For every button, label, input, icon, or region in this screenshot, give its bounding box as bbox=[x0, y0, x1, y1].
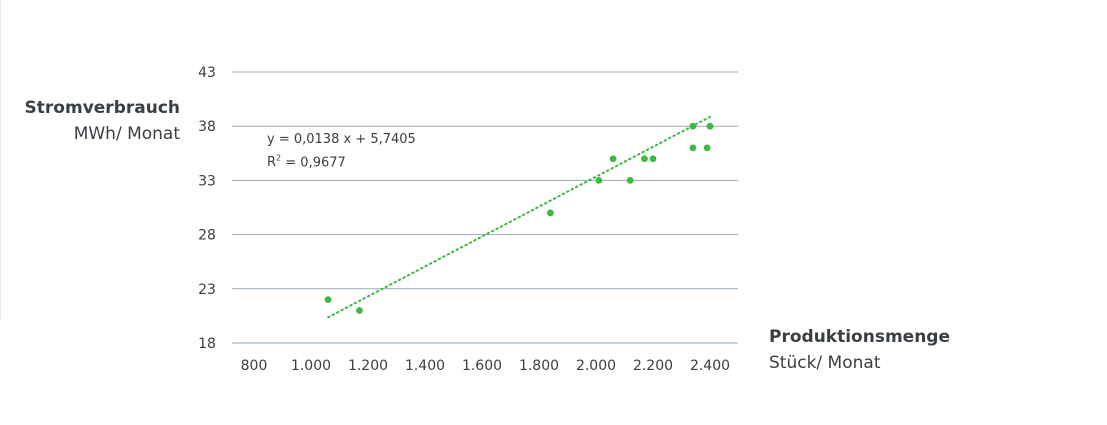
r-squared-symbol: R2 bbox=[267, 154, 282, 171]
data-point-3 bbox=[547, 209, 554, 217]
data-point-4 bbox=[595, 177, 603, 184]
y-tick-label-28: 28 bbox=[198, 228, 216, 244]
y-tick-label-38: 38 bbox=[198, 119, 216, 135]
r-squared-value: = 0,9677 bbox=[281, 155, 346, 171]
grid-lines bbox=[232, 71, 738, 344]
x-tick-labels: 800 1.000 1.200 1.400 1.600 1.800 2.000 2.200 2.… bbox=[241, 358, 730, 374]
trendline bbox=[327, 115, 711, 319]
y-tick-label-43: 43 bbox=[198, 65, 216, 81]
data-point-8 bbox=[649, 155, 657, 163]
x-tick-label-1400: 1.400 bbox=[405, 358, 445, 374]
x-axis-unit: Stück/ Monat bbox=[769, 353, 881, 373]
x-tick-label-1800: 1.800 bbox=[519, 358, 559, 374]
x-axis-title: Produktionsmenge bbox=[769, 327, 950, 347]
data-point-11 bbox=[703, 144, 711, 152]
data-point-5 bbox=[609, 155, 617, 163]
y-axis-title: Stromverbrauch bbox=[24, 98, 180, 118]
y-tick-label-18: 18 bbox=[198, 336, 216, 352]
data-points bbox=[324, 122, 714, 314]
y-tick-label-33: 33 bbox=[198, 173, 216, 189]
y-axis-unit: MWh/ Monat bbox=[73, 124, 180, 144]
data-point-12 bbox=[706, 122, 714, 130]
x-tick-label-2200: 2.200 bbox=[633, 358, 673, 374]
x-tick-label-2000: 2.000 bbox=[576, 358, 616, 374]
trendline-equation: y = 0,0138 x + 5,7405 bbox=[267, 132, 416, 147]
x-tick-label-1000: 1.000 bbox=[291, 358, 331, 374]
data-point-6 bbox=[626, 177, 634, 184]
r-squared-prefix: R bbox=[267, 155, 277, 171]
data-point-2 bbox=[356, 307, 363, 314]
left-edge-rule bbox=[0, 0, 1, 320]
y-tick-label-23: 23 bbox=[198, 282, 216, 298]
x-tick-label-2400: 2.400 bbox=[690, 358, 730, 374]
y-tick-labels: 18 23 28 33 38 43 bbox=[198, 65, 216, 352]
trendline-layer bbox=[327, 115, 711, 319]
x-tick-label-1600: 1.600 bbox=[462, 358, 502, 374]
data-point-7 bbox=[641, 155, 648, 163]
x-tick-label-1200: 1.200 bbox=[348, 358, 388, 374]
r-squared-label: R2 = 0,9677 bbox=[267, 154, 346, 170]
data-point-10 bbox=[689, 144, 697, 152]
data-point-1 bbox=[324, 296, 332, 304]
x-tick-label-800: 800 bbox=[241, 358, 268, 374]
r-squared-superscript: 2 bbox=[276, 154, 282, 163]
data-point-9 bbox=[689, 122, 697, 130]
